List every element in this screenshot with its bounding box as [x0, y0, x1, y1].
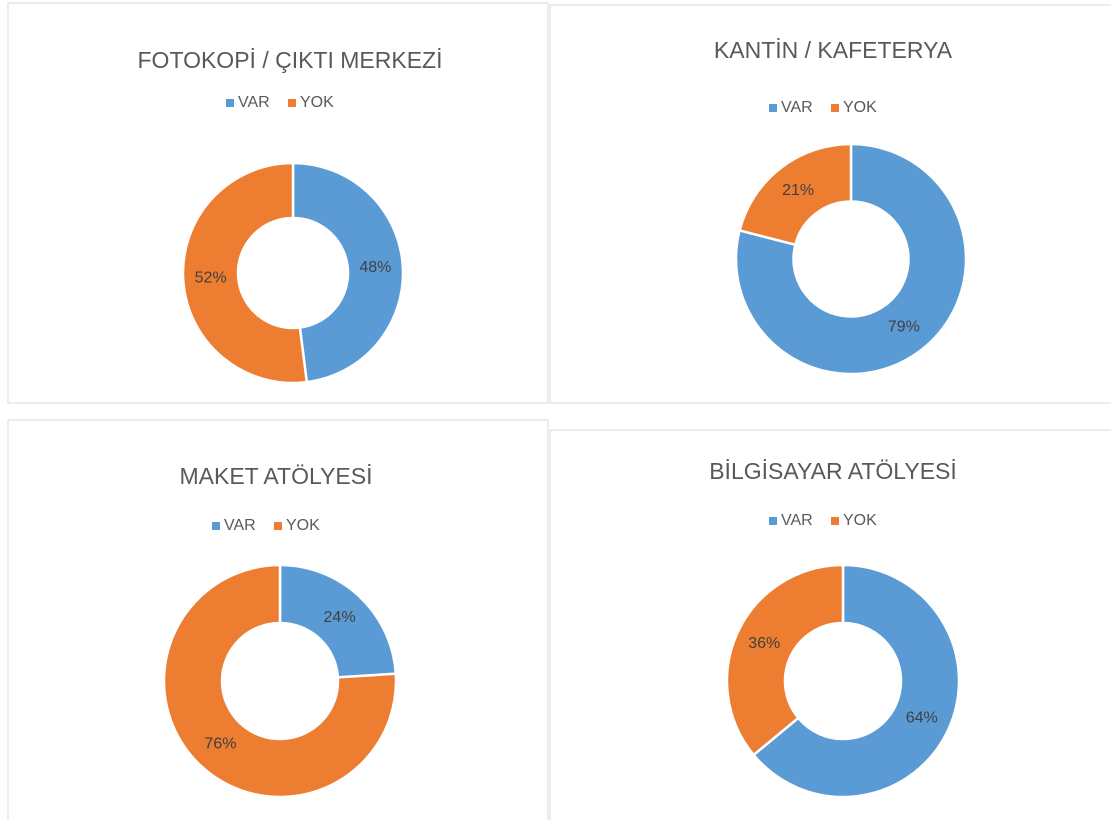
- chart-title: FOTOKOPİ / ÇIKTI MERKEZİ: [138, 47, 443, 73]
- legend-label: YOK: [286, 517, 320, 534]
- data-label: 21%: [782, 182, 814, 199]
- legend-label: VAR: [224, 517, 256, 534]
- chart-panel: [7, 419, 549, 820]
- chart-title: BİLGİSAYAR ATÖLYESİ: [709, 458, 957, 484]
- data-label: 48%: [359, 259, 391, 276]
- donut-segment: [278, 563, 398, 679]
- data-label: 24%: [324, 609, 356, 626]
- donut-segment: [162, 563, 398, 799]
- legend-label: YOK: [843, 99, 877, 116]
- legend-marker: [769, 517, 777, 525]
- legend-marker: [274, 522, 282, 530]
- data-label: 64%: [906, 709, 938, 726]
- donut-segment: [738, 142, 853, 247]
- legend-label: VAR: [781, 512, 813, 529]
- donut-segment: [181, 161, 309, 385]
- legend-marker: [226, 99, 234, 107]
- legend-label: YOK: [300, 94, 334, 111]
- legend-marker: [769, 104, 777, 112]
- legend-label: VAR: [781, 99, 813, 116]
- chart-panel: [7, 2, 549, 404]
- data-label: 76%: [204, 736, 236, 753]
- donut-segment: [725, 563, 845, 757]
- chart-title: MAKET ATÖLYESİ: [179, 463, 372, 489]
- donut-segment: [291, 161, 405, 384]
- chart-title: KANTİN / KAFETERYA: [714, 37, 953, 63]
- legend-marker: [288, 99, 296, 107]
- donut-segment: [734, 142, 968, 376]
- legend-label: YOK: [843, 512, 877, 529]
- data-label: 79%: [888, 318, 920, 335]
- legend-label: VAR: [238, 94, 270, 111]
- data-label: 52%: [195, 269, 227, 286]
- chart-panel: [549, 429, 1111, 820]
- chart-panel: [549, 4, 1111, 404]
- donut-segment: [751, 563, 961, 799]
- legend-marker: [212, 522, 220, 530]
- legend-marker: [831, 517, 839, 525]
- data-label: 36%: [748, 635, 780, 652]
- legend-marker: [831, 104, 839, 112]
